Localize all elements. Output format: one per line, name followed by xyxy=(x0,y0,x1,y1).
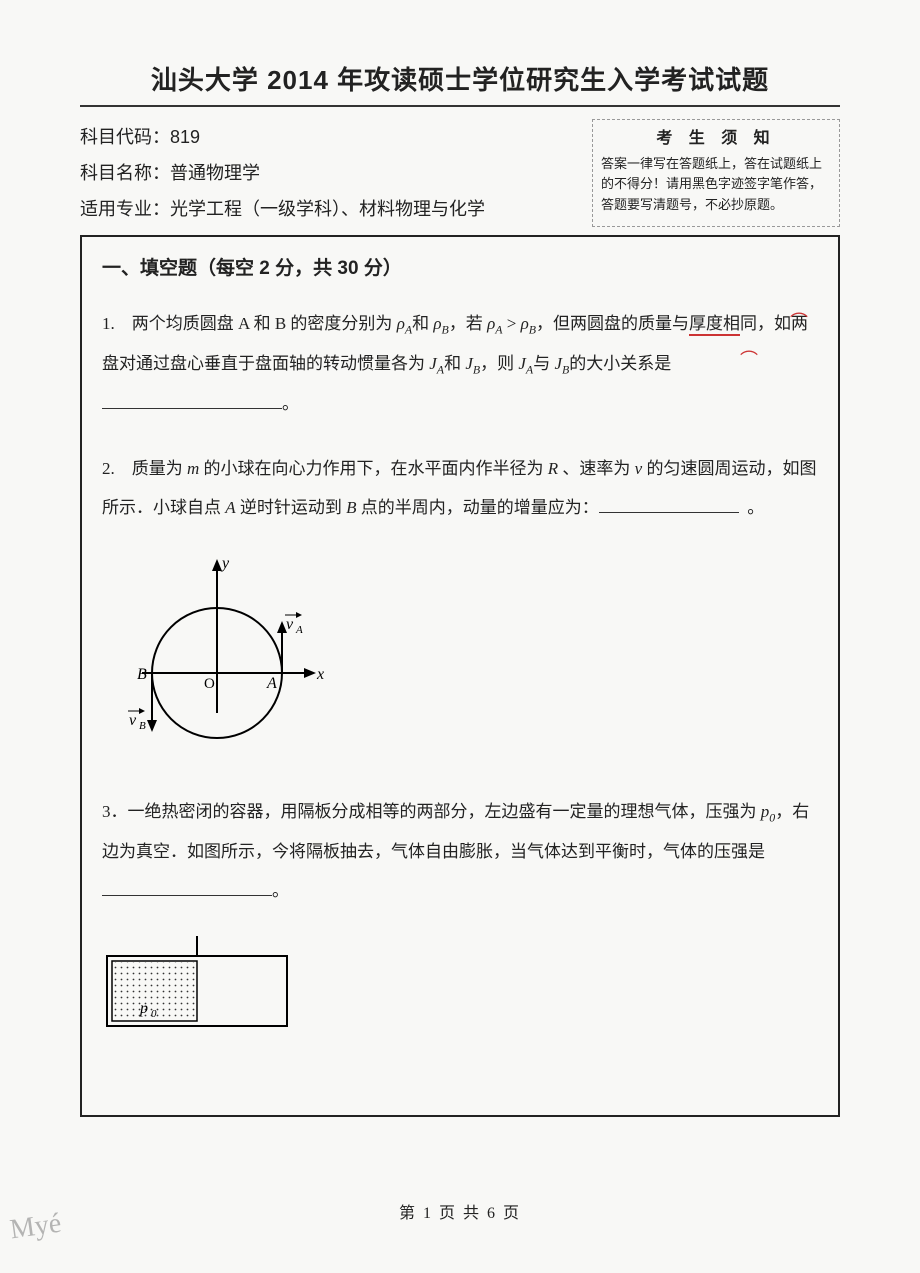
q2-m: m xyxy=(187,459,199,478)
q3-p0: p xyxy=(761,802,770,821)
major-line: 适用专业：光学工程（一级学科）、材料物理与化学 xyxy=(80,191,582,227)
notice-box: 考 生 须 知 答案一律写在答题纸上，答在试题纸上的不得分！请用黑色字迹签字笔作… xyxy=(592,119,840,227)
JA2: J xyxy=(518,354,526,373)
diagram-circle: y x O A B v A v B xyxy=(122,553,818,768)
q2-num: 2. xyxy=(102,459,132,478)
page-title: 汕头大学 2014 年攻读硕士学位研究生入学考试试题 xyxy=(80,60,840,107)
q2-period: 。 xyxy=(747,498,764,517)
q2-t6: 点的半周内，动量的增量应为： xyxy=(357,498,599,517)
q1-t3: ，若 xyxy=(449,314,487,333)
q1-t2: 和 xyxy=(412,314,433,333)
name-value: 普通物理学 xyxy=(170,163,260,183)
q1-t8: ，则 xyxy=(480,354,518,373)
rhoA2-sub: A xyxy=(495,322,502,336)
question-3: 3．一绝热密闭的容器，用隔板分成相等的两部分，左边盛有一定量的理想气体，压强为 … xyxy=(102,792,818,910)
q1-t1: 两个均质圆盘 A 和 B 的密度分别为 xyxy=(132,314,397,333)
rhoB-sub: B xyxy=(442,322,449,336)
handwriting-scribble: Myé xyxy=(8,1208,63,1247)
q2-A: A xyxy=(225,498,235,517)
question-1: 1. 两个均质圆盘 A 和 B 的密度分别为 ρA和 ρB，若 ρA > ρB，… xyxy=(102,304,818,423)
red-annotation-1: ⌒ xyxy=(790,302,808,343)
label-p0: p xyxy=(139,1000,148,1017)
major-value: 光学工程（一级学科）、材料物理与化学 xyxy=(170,199,485,219)
q2-B: B xyxy=(346,498,356,517)
JB: J xyxy=(465,354,473,373)
q1-num: 1. xyxy=(102,314,132,333)
q2-blank xyxy=(599,512,739,513)
page-footer: 第 1 页 共 6 页 xyxy=(0,1199,920,1223)
section-1-title: 一、填空题（每空 2 分，共 30 分） xyxy=(102,253,818,280)
q2-t2: 的小球在向心力作用下，在水平面内作半径为 xyxy=(199,459,548,478)
major-label: 适用专业： xyxy=(80,199,170,219)
q3-t1: 一绝热密闭的容器，用隔板分成相等的两部分，左边盛有一定量的理想气体，压强为 xyxy=(128,802,761,821)
label-O: O xyxy=(204,676,215,692)
label-B: B xyxy=(137,666,147,683)
rhoA: ρ xyxy=(397,314,405,333)
q1-period: 。 xyxy=(282,394,299,413)
q3-num: 3． xyxy=(102,802,128,821)
question-2: 2. 质量为 m 的小球在向心力作用下，在水平面内作半径为 R 、速率为 v 的… xyxy=(102,449,818,527)
q1-t4: > xyxy=(503,314,521,333)
label-x: x xyxy=(316,666,324,683)
rhoA2: ρ xyxy=(487,314,495,333)
q1-t9: 与 xyxy=(533,354,550,373)
subject-code-line: 科目代码：819 xyxy=(80,119,582,155)
label-vB: v xyxy=(129,712,137,729)
label-y: y xyxy=(220,555,230,572)
header-row: 科目代码：819 科目名称：普通物理学 适用专业：光学工程（一级学科）、材料物理… xyxy=(80,119,840,227)
code-label: 科目代码： xyxy=(80,127,170,147)
name-label: 科目名称： xyxy=(80,163,170,183)
rhoB: ρ xyxy=(433,314,441,333)
header-left: 科目代码：819 科目名称：普通物理学 适用专业：光学工程（一级学科）、材料物理… xyxy=(80,119,582,227)
q3-period: 。 xyxy=(272,881,289,900)
q3-blank xyxy=(102,895,272,896)
notice-body: 答案一律写在答题纸上，答在试题纸上的不得分！请用黑色字迹签字笔作答，答题要写清题… xyxy=(601,154,831,216)
rhoB2: ρ xyxy=(521,314,529,333)
JA: J xyxy=(429,354,437,373)
q1-t7: 和 xyxy=(444,354,465,373)
code-value: 819 xyxy=(170,127,200,147)
JA-sub: A xyxy=(437,362,444,376)
diagram-box: p 0 xyxy=(102,936,818,1051)
subject-name-line: 科目名称：普通物理学 xyxy=(80,155,582,191)
q1-t10: 的大小关系是 xyxy=(569,354,671,373)
q1-underlined: 厚度相 xyxy=(689,314,740,336)
q2-t1: 质量为 xyxy=(132,459,187,478)
label-vB-sub: B xyxy=(139,720,146,732)
q2-R: R xyxy=(548,459,558,478)
rhoB2-sub: B xyxy=(529,322,536,336)
q2-t3: 、速率为 xyxy=(558,459,635,478)
label-p0-sub: 0 xyxy=(151,1008,157,1020)
content-box: 一、填空题（每空 2 分，共 30 分） 1. 两个均质圆盘 A 和 B 的密度… xyxy=(80,235,840,1117)
q2-t5: 逆时针运动到 xyxy=(236,498,347,517)
q1-blank xyxy=(102,408,282,409)
red-annotation-2: ⌒ xyxy=(740,340,758,381)
label-vA-sub: A xyxy=(295,624,303,636)
label-A: A xyxy=(266,675,277,692)
JB2: J xyxy=(554,354,562,373)
notice-title: 考 生 须 知 xyxy=(601,126,831,152)
label-vA: v xyxy=(286,616,294,633)
q1-t5: ，但两圆盘的质量与 xyxy=(536,314,689,333)
